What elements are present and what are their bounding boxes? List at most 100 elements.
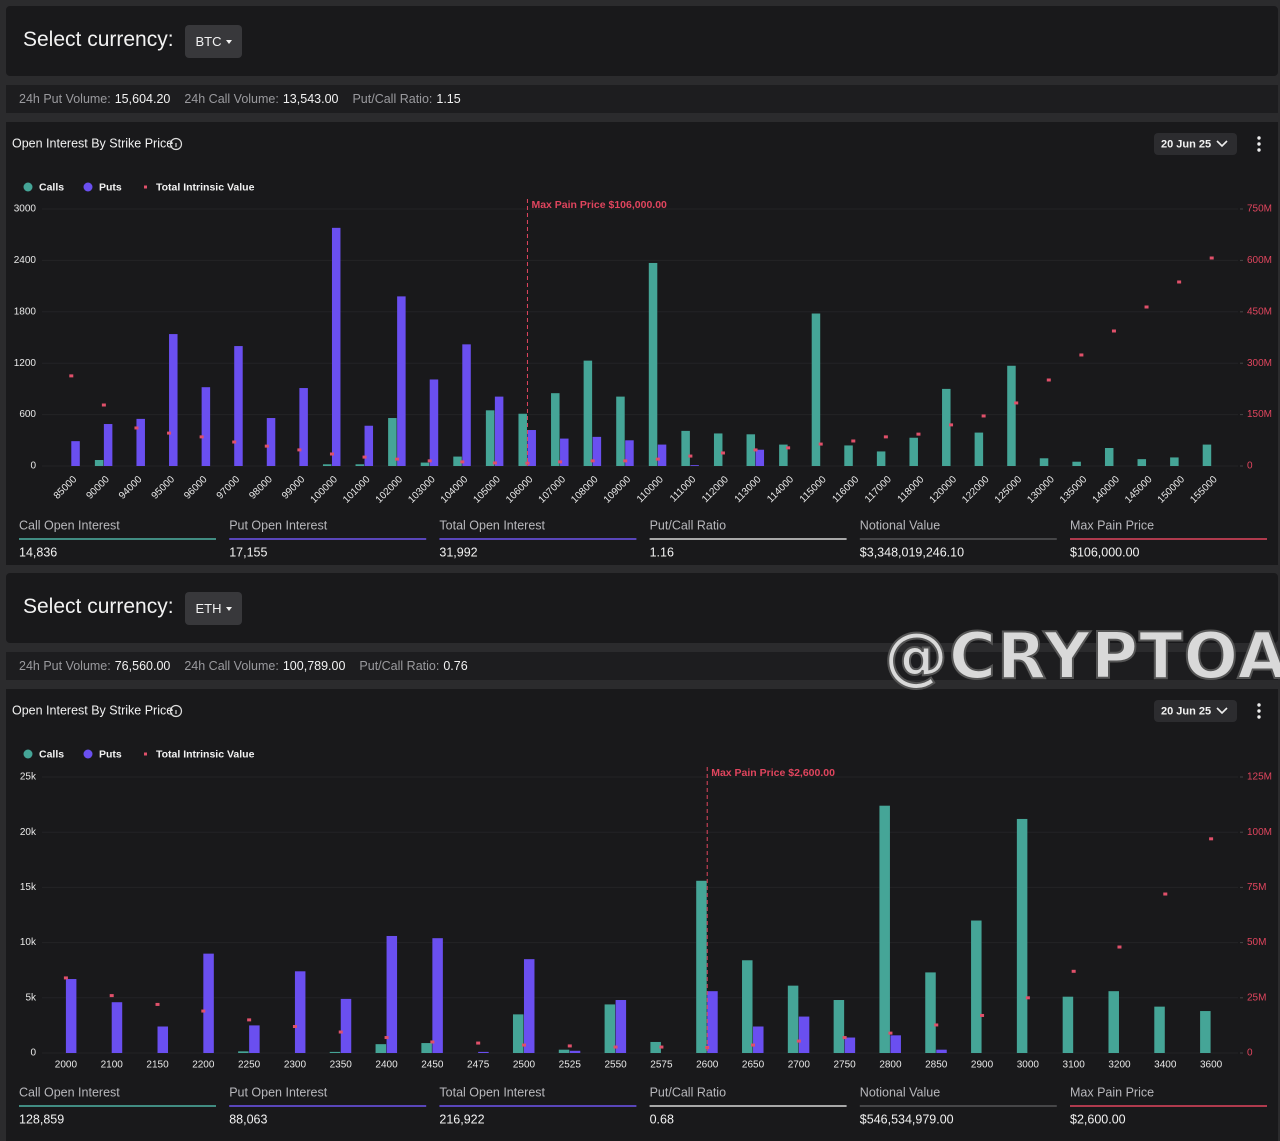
intrinsic-value-point	[384, 1036, 389, 1040]
stat-label: Put/Call Ratio	[650, 1085, 726, 1099]
menu-dot[interactable]	[1257, 703, 1261, 707]
call-bar	[696, 880, 707, 1053]
max-pain-label: Max Pain Price $2,600.00	[711, 767, 835, 779]
intrinsic-value-point	[1209, 837, 1214, 841]
call-bar	[420, 462, 430, 466]
y-tick-label: 5k	[25, 992, 37, 1003]
put-bar	[890, 1035, 901, 1053]
menu-dot[interactable]	[1257, 142, 1261, 146]
expiry-dropdown[interactable]	[1154, 133, 1237, 155]
y-tick-label: 1200	[14, 358, 37, 369]
x-tick-label: 2250	[238, 1060, 261, 1071]
currency-value: ETH	[195, 601, 222, 616]
x-tick-label: 2200	[192, 1060, 215, 1071]
call-bar	[1039, 458, 1049, 466]
stat-label: Notional Value	[860, 518, 940, 532]
expiry-dropdown[interactable]	[1154, 700, 1237, 722]
stat-value: 31,992	[439, 545, 477, 559]
legend-marker	[23, 749, 33, 759]
currency-dropdown[interactable]: ETH	[185, 592, 242, 625]
x-tick-label: 2450	[421, 1060, 444, 1071]
put-bar	[294, 971, 306, 1053]
intrinsic-value-point	[167, 431, 172, 435]
expiry-chevron	[1216, 707, 1228, 715]
x-tick-label: 2800	[879, 1060, 902, 1071]
y-tick-label: 0	[30, 461, 36, 472]
x-tick-label: 98000	[247, 474, 275, 502]
put-bar	[753, 1026, 764, 1053]
x-tick-label: 111000	[668, 474, 699, 505]
info-icon[interactable]	[169, 137, 183, 151]
call-bar	[1072, 461, 1081, 466]
put-bar	[657, 444, 667, 466]
intrinsic-value-point	[1046, 378, 1051, 382]
volume-value: 100,789.00	[282, 659, 346, 673]
put-bar	[523, 959, 535, 1053]
x-tick-label: 85000	[52, 474, 80, 502]
x-tick-label: 2700	[788, 1060, 811, 1071]
intrinsic-value-point	[1111, 329, 1116, 333]
intrinsic-value-point	[521, 1043, 526, 1047]
put-bar	[569, 1050, 581, 1053]
put-bar	[157, 1026, 169, 1053]
legend-marker	[144, 752, 147, 756]
put-bar	[707, 991, 718, 1053]
info-icon[interactable]	[169, 704, 183, 718]
x-tick-label: 110000	[635, 474, 666, 505]
x-tick-label: 2475	[467, 1060, 490, 1071]
intrinsic-value-point	[1144, 305, 1149, 309]
chart-panel	[6, 689, 1278, 1141]
x-tick-label: 125000	[993, 474, 1025, 506]
intrinsic-value-point	[623, 459, 628, 463]
intrinsic-value-point	[753, 448, 758, 452]
intrinsic-value-point	[101, 403, 106, 407]
put-bar	[386, 935, 398, 1053]
x-tick-label: 155000	[1188, 474, 1220, 506]
put-bar	[136, 418, 145, 466]
call-bar	[811, 313, 821, 466]
call-bar	[604, 1004, 616, 1053]
put-bar	[331, 227, 341, 466]
currency-dropdown[interactable]: BTC	[185, 25, 242, 58]
x-tick-label: 109000	[602, 474, 634, 506]
put-bar	[936, 1049, 947, 1053]
intrinsic-value-point	[201, 1009, 206, 1013]
x-tick-label: 114000	[765, 474, 796, 505]
stat-label: Total Open Interest	[439, 518, 545, 532]
stat-label: Put Open Interest	[229, 518, 328, 532]
y-tick-label: 0	[30, 1048, 36, 1059]
x-tick-label: 150000	[1156, 474, 1188, 506]
menu-dot[interactable]	[1257, 148, 1261, 152]
y-tick-label: 2400	[14, 255, 37, 266]
call-bar	[388, 418, 397, 466]
put-bar	[494, 396, 504, 466]
x-tick-label: 2400	[375, 1060, 398, 1071]
volume-value: 13,543.00	[282, 92, 339, 106]
put-bar	[527, 430, 536, 466]
intrinsic-value-point	[1117, 945, 1122, 949]
intrinsic-value-point	[659, 1045, 664, 1049]
volume-value: 15,604.20	[114, 92, 171, 106]
dropdown-caret	[225, 606, 232, 611]
y2-tick-label: 150M	[1247, 409, 1272, 420]
intrinsic-value-point	[751, 1043, 756, 1047]
menu-dot[interactable]	[1257, 709, 1261, 713]
stat-value: $3,348,019,246.10	[860, 545, 964, 559]
x-tick-label: 112000	[700, 474, 731, 505]
currency-label: Select currency:	[23, 595, 174, 618]
menu-dot[interactable]	[1257, 136, 1261, 140]
y2-tick-label: 450M	[1247, 306, 1272, 317]
put-bar	[592, 436, 602, 466]
put-bar	[560, 438, 569, 466]
intrinsic-value-point	[525, 461, 530, 465]
call-bar	[742, 960, 753, 1053]
put-bar	[71, 441, 80, 466]
stat-label: Notional Value	[860, 1085, 940, 1099]
menu-dot[interactable]	[1257, 715, 1261, 719]
y-tick-label: 20k	[20, 827, 37, 838]
y2-tick-label: 50M	[1247, 937, 1266, 948]
call-bar	[1104, 448, 1114, 466]
watermark: @CRYPTOATTACK	[883, 619, 1280, 695]
x-tick-label: 140000	[1091, 474, 1123, 506]
stat-label: Total Open Interest	[439, 1085, 545, 1099]
